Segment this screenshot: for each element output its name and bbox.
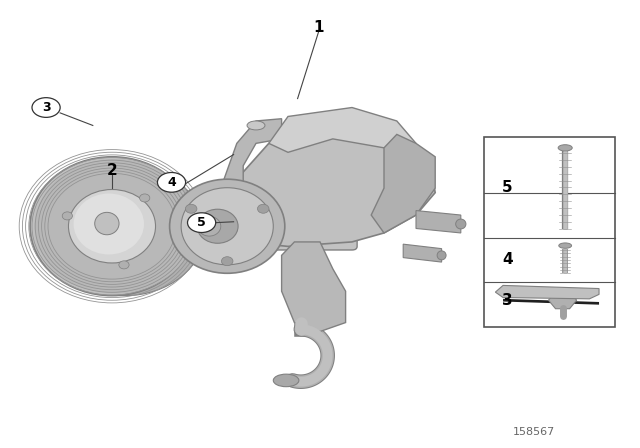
Text: 2: 2 xyxy=(107,163,117,178)
Polygon shape xyxy=(495,285,599,299)
Ellipse shape xyxy=(35,159,196,293)
Text: 5: 5 xyxy=(197,216,206,229)
Ellipse shape xyxy=(257,204,269,213)
Ellipse shape xyxy=(558,145,572,151)
Ellipse shape xyxy=(221,257,233,266)
Polygon shape xyxy=(503,299,599,305)
Polygon shape xyxy=(403,244,442,262)
Circle shape xyxy=(188,213,216,233)
Ellipse shape xyxy=(119,261,129,269)
Ellipse shape xyxy=(186,204,197,213)
Ellipse shape xyxy=(62,212,72,220)
Ellipse shape xyxy=(170,179,285,273)
Ellipse shape xyxy=(68,190,156,263)
Ellipse shape xyxy=(30,157,194,296)
Polygon shape xyxy=(269,108,416,152)
Ellipse shape xyxy=(45,166,205,296)
Polygon shape xyxy=(416,211,461,233)
Text: 3: 3 xyxy=(42,101,51,114)
Text: 1: 1 xyxy=(314,20,324,35)
Ellipse shape xyxy=(437,251,446,260)
Text: 4: 4 xyxy=(502,252,513,267)
Text: 4: 4 xyxy=(167,176,176,189)
FancyBboxPatch shape xyxy=(212,194,357,250)
Ellipse shape xyxy=(273,374,299,387)
Polygon shape xyxy=(224,119,282,193)
Polygon shape xyxy=(282,242,346,332)
Ellipse shape xyxy=(140,194,150,202)
Circle shape xyxy=(157,172,186,192)
Ellipse shape xyxy=(197,209,238,243)
Ellipse shape xyxy=(198,216,221,236)
FancyBboxPatch shape xyxy=(484,137,615,327)
Ellipse shape xyxy=(95,212,119,235)
Ellipse shape xyxy=(74,194,144,254)
Ellipse shape xyxy=(456,219,466,229)
Ellipse shape xyxy=(559,243,572,248)
Text: 158567: 158567 xyxy=(513,427,556,437)
Ellipse shape xyxy=(181,188,273,265)
Polygon shape xyxy=(371,134,435,233)
Polygon shape xyxy=(218,125,435,246)
Text: 5: 5 xyxy=(502,180,513,194)
Ellipse shape xyxy=(247,121,265,130)
Text: 3: 3 xyxy=(502,293,513,308)
Circle shape xyxy=(32,98,60,117)
